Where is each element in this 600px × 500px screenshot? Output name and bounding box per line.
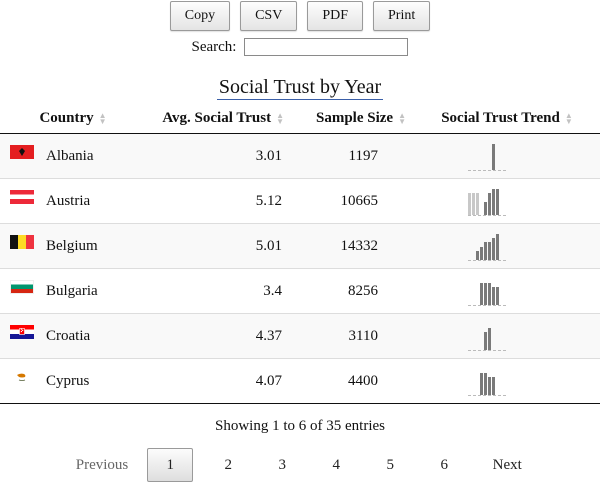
- column-header-sample-size[interactable]: Sample Size ▲ ▼: [288, 104, 414, 134]
- search-input[interactable]: [244, 38, 409, 56]
- trend-bar: [492, 237, 495, 260]
- sort-icon: ▲ ▼: [398, 110, 406, 126]
- sort-icon: ▲ ▼: [276, 110, 284, 126]
- table-row: Austria 5.12 10665: [0, 178, 600, 224]
- trend-sparkline: [468, 232, 506, 261]
- trend-bar: [484, 372, 487, 395]
- trend-bar: [484, 201, 487, 215]
- trend-bar: [484, 242, 487, 260]
- trend-sparkline: [468, 187, 506, 216]
- trend-bar: [480, 282, 483, 305]
- sample-size: 3110: [288, 313, 414, 359]
- pagination: Previous 1 2 3 4 5 6 Next: [0, 448, 600, 482]
- trend-bar: [496, 233, 499, 260]
- csv-button[interactable]: CSV: [240, 1, 298, 31]
- trend-bar: [492, 287, 495, 305]
- trend-bar: [476, 250, 479, 260]
- avg-social-trust: 4.07: [146, 358, 288, 404]
- trend-sparkline: [468, 322, 506, 351]
- avg-social-trust: 5.01: [146, 223, 288, 269]
- avg-social-trust: 4.37: [146, 313, 288, 359]
- page-button-3[interactable]: 3: [278, 456, 287, 473]
- trend-bar: [488, 327, 491, 350]
- trend-sparkline: [468, 142, 506, 171]
- trend-bar: [480, 372, 483, 395]
- table-info: Showing 1 to 6 of 35 entries: [215, 418, 385, 434]
- trend-sparkline: [468, 367, 506, 396]
- country-name: Croatia: [46, 327, 91, 344]
- page-button-6[interactable]: 6: [440, 456, 449, 473]
- country-name: Belgium: [46, 237, 98, 254]
- sort-icon: ▲ ▼: [98, 110, 107, 126]
- page-button-2[interactable]: 2: [224, 456, 233, 473]
- trend-bar: [496, 188, 499, 215]
- sample-size: 4400: [288, 358, 414, 404]
- country-name: Bulgaria: [46, 282, 98, 299]
- copy-button[interactable]: Copy: [169, 1, 231, 31]
- trend-bar: [488, 377, 491, 395]
- sample-size: 1197: [288, 133, 414, 179]
- column-header-avg-social-trust[interactable]: Avg. Social Trust ▲ ▼: [146, 104, 288, 134]
- avg-social-trust: 5.12: [146, 178, 288, 224]
- belgium-flag-icon: [10, 235, 34, 249]
- trend-bar: [468, 192, 471, 215]
- trend-bar: [496, 287, 499, 305]
- pdf-button[interactable]: PDF: [307, 1, 364, 31]
- table-caption: Social Trust by Year: [0, 76, 600, 100]
- sort-icon: ▲ ▼: [564, 110, 573, 126]
- print-button[interactable]: Print: [373, 1, 431, 31]
- export-toolbar: Copy CSV PDF Print: [0, 1, 600, 31]
- trend-bar: [492, 377, 495, 395]
- trend-bar: [488, 192, 491, 215]
- search-row: Search:: [0, 38, 600, 56]
- country-name: Cyprus: [46, 372, 90, 389]
- sample-size: 14332: [288, 223, 414, 269]
- country-name: Austria: [46, 192, 91, 209]
- table-title: Social Trust by Year: [216, 76, 384, 100]
- trend-sparkline: [468, 277, 506, 306]
- table-row: Cyprus 4.07 4400: [0, 358, 600, 404]
- trend-bar: [484, 332, 487, 350]
- table-body: Albania 3.01 1197 Austria 5.12 10665 Bel…: [0, 133, 600, 404]
- country-name: Albania: [46, 147, 94, 164]
- table-row: Albania 3.01 1197: [0, 133, 600, 179]
- sample-size: 8256: [288, 268, 414, 314]
- next-button[interactable]: Next: [492, 456, 522, 473]
- bulgaria-flag-icon: [10, 280, 34, 294]
- trend-bar: [472, 192, 475, 215]
- trend-bar: [480, 246, 483, 260]
- trend-bar: [484, 282, 487, 305]
- page-button-5[interactable]: 5: [386, 456, 395, 473]
- trend-bar: [476, 192, 479, 215]
- page-button-1[interactable]: 1: [147, 448, 194, 482]
- croatia-flag-icon: [10, 325, 34, 339]
- search-label: Search:: [191, 38, 237, 55]
- albania-flag-icon: [10, 145, 34, 159]
- sample-size: 10665: [288, 178, 414, 224]
- column-header-country[interactable]: Country ▲ ▼: [0, 104, 146, 134]
- table-row: Belgium 5.01 14332: [0, 223, 600, 269]
- table-row: Croatia 4.37 3110: [0, 313, 600, 359]
- trend-bar: [492, 188, 495, 215]
- page-button-4[interactable]: 4: [332, 456, 341, 473]
- table-row: Bulgaria 3.4 8256: [0, 268, 600, 314]
- avg-social-trust: 3.4: [146, 268, 288, 314]
- data-table: Country ▲ ▼ Avg. Social Trust ▲ ▼ Sample Siz…: [0, 104, 600, 404]
- cyprus-flag-icon: [10, 370, 34, 384]
- header-row: Country ▲ ▼ Avg. Social Trust ▲ ▼ Sample Siz…: [0, 104, 600, 134]
- column-header-social-trust-trend[interactable]: Social Trust Trend ▲ ▼: [414, 104, 600, 134]
- avg-social-trust: 3.01: [146, 133, 288, 179]
- trend-bar: [488, 282, 491, 305]
- trend-bar: [488, 242, 491, 260]
- trend-bar: [492, 143, 495, 170]
- austria-flag-icon: [10, 190, 34, 204]
- previous-button[interactable]: Previous: [75, 456, 129, 473]
